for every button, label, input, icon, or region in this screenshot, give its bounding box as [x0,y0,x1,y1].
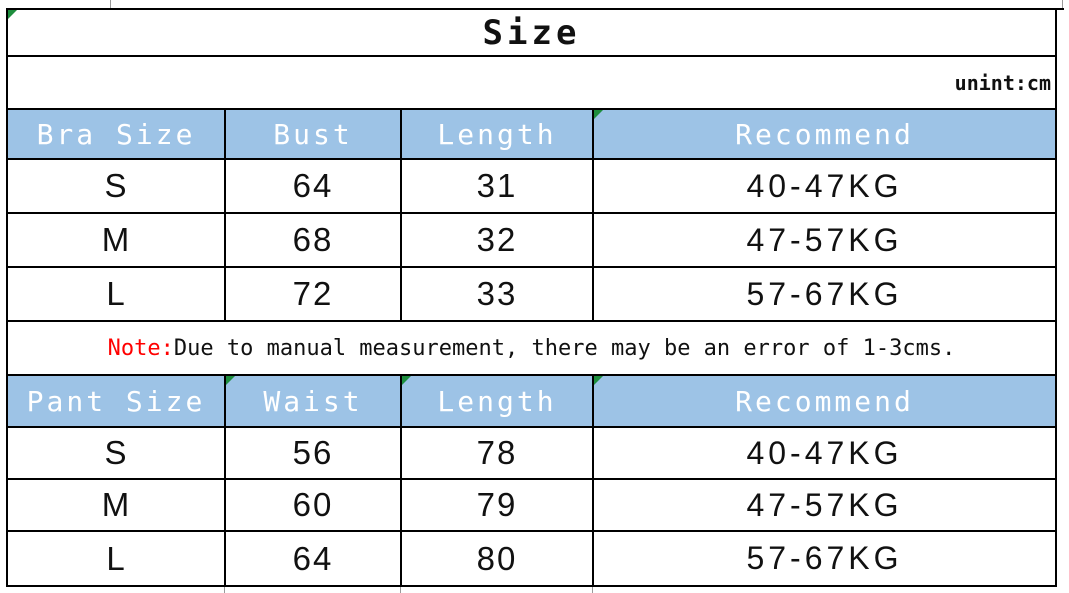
title-row: Size [8,10,1055,57]
note-text: Due to manual measurement, there may be … [173,335,956,361]
measurement-note: Note:Due to manual measurement, there ma… [108,336,956,361]
pant-header-row: Pant Size Waist Length Recommend [8,376,1055,428]
bra-row-m: M 68 32 47-57KG [8,214,1055,268]
cell-corner-marker-icon [226,376,235,385]
pant-header-recommend-label: Recommend [735,384,914,418]
bra-header-size-label: Bra Size [36,117,196,151]
bra-l-bust: 72 [226,268,402,320]
pant-m-waist: 60 [226,480,402,530]
bra-s-length: 31 [402,160,594,212]
page-title: Size [482,12,581,53]
pant-m-length: 79 [402,480,594,530]
bra-s-size: S [8,160,226,212]
pant-l-size: L [8,532,226,585]
bra-l-size: L [8,268,226,320]
size-table: Size unint:cm Bra Size Bust Length Recom… [6,8,1057,587]
bra-header-length-label: Length [437,117,557,151]
gridline-stub [1062,0,1063,8]
gridline-stub [1055,8,1064,10]
pant-m-recommend: 47-57KG [746,486,903,523]
pant-row-s: S 56 78 40-47KG [8,428,1055,480]
unit-row: unint:cm [8,57,1055,110]
gridline-stub [400,587,401,593]
pant-l-recommend: 57-67KG [746,540,903,576]
pant-l-length: 80 [402,532,594,585]
pant-header-length: Length [402,376,594,426]
pant-row-l: L 64 80 57-67KG [8,532,1055,585]
pant-header-recommend: Recommend [594,376,1055,426]
pant-header-length-label: Length [437,384,557,418]
bra-s-recommend: 40-47KG [746,167,903,204]
bra-m-bust: 68 [226,214,402,266]
bra-l-recommend: 57-67KG [746,275,903,312]
bra-header-bust-label: Bust [273,117,353,151]
bra-header-recommend: Recommend [594,110,1055,158]
unit-label: unint:cm [954,70,1051,95]
bra-header-recommend-label: Recommend [735,117,914,151]
pant-s-size: S [8,428,226,478]
bra-l-length: 33 [402,268,594,320]
pant-header-waist-label: Waist [263,384,363,418]
pant-header-waist: Waist [226,376,402,426]
pant-m-size: M [8,480,226,530]
cell-corner-marker-icon [402,376,411,385]
bra-header-size: Bra Size [8,110,226,158]
bra-row-l: L 72 33 57-67KG [8,268,1055,322]
bra-header-row: Bra Size Bust Length Recommend [8,110,1055,160]
gridline-stub [592,587,593,593]
bra-s-bust: 64 [226,160,402,212]
gridline-stub [224,587,225,593]
cell-corner-marker-icon [8,10,17,19]
pant-l-waist: 64 [226,532,402,585]
pant-header-size-label: Pant Size [26,384,206,418]
pant-s-waist: 56 [226,428,402,478]
pant-row-m: M 60 79 47-57KG [8,480,1055,532]
cell-corner-marker-icon [594,376,603,385]
pant-header-size: Pant Size [8,376,226,426]
bra-m-size: M [8,214,226,266]
pant-s-length: 78 [402,428,594,478]
bra-row-s: S 64 31 40-47KG [8,160,1055,214]
note-prefix: Note: [107,335,174,361]
bra-header-length: Length [402,110,594,158]
bra-m-length: 32 [402,214,594,266]
pant-s-recommend: 40-47KG [746,434,903,471]
note-row: Note:Due to manual measurement, there ma… [8,322,1055,376]
bra-m-recommend: 47-57KG [746,221,903,258]
bra-header-bust: Bust [226,110,402,158]
cell-corner-marker-icon [594,110,603,119]
gridline-stub [110,0,111,8]
